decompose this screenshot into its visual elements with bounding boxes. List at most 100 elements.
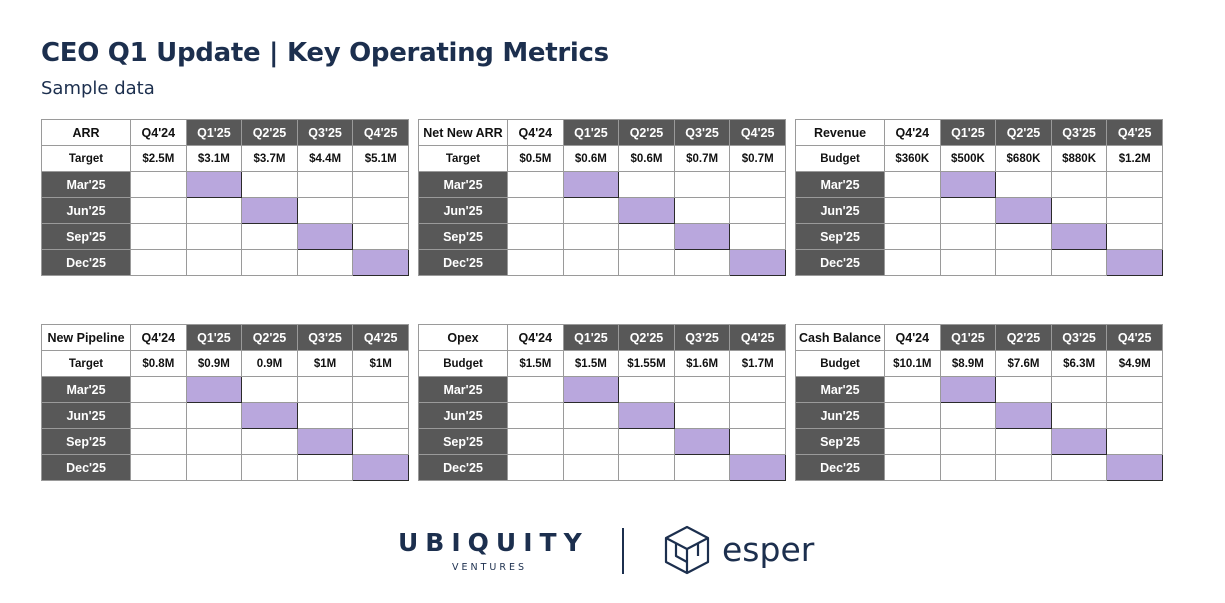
header-row: ARR Q4'24 Q1'25 Q2'25 Q3'25 Q4'25 (41, 119, 409, 146)
empty-cell (884, 223, 941, 250)
empty-cell (884, 376, 941, 403)
empty-cell (185, 402, 243, 429)
empty-cell (995, 249, 1052, 276)
empty-cell (995, 428, 1052, 455)
empty-cell (130, 223, 187, 250)
row-label: Sep'25 (418, 223, 508, 250)
empty-cell (185, 428, 243, 455)
target-value: $0.5M (507, 145, 564, 172)
quarter-header: Q4'25 (352, 119, 409, 146)
ubiquity-logo: UBIQUITY (398, 528, 589, 557)
row-label: Mar'25 (795, 171, 885, 198)
empty-cell (241, 376, 298, 403)
quarter-header: Q4'25 (1106, 119, 1163, 146)
target-value: $4.9M (1106, 350, 1163, 377)
table-row: Jun'25 (418, 402, 786, 429)
empty-cell (618, 376, 675, 403)
table-row: Dec'25 (795, 249, 1163, 276)
page-subtitle: Sample data (41, 78, 155, 99)
empty-cell (241, 171, 298, 198)
empty-cell (562, 197, 620, 224)
row-label: Dec'25 (41, 249, 131, 276)
table-row: Sep'25 (41, 223, 409, 250)
quarter-header: Q3'25 (296, 324, 354, 351)
row-label: Dec'25 (418, 249, 508, 276)
empty-cell (729, 197, 786, 224)
header-row: Revenue Q4'24 Q1'25 Q2'25 Q3'25 Q4'25 (795, 119, 1163, 146)
empty-cell (939, 249, 997, 276)
quarter-header: Q4'25 (729, 324, 786, 351)
highlighted-cell (185, 171, 243, 198)
row-label: Jun'25 (795, 197, 885, 224)
table-row: Mar'25 (795, 171, 1163, 198)
target-value: $1.55M (618, 350, 675, 377)
row-label: Jun'25 (41, 197, 131, 224)
table-row: Dec'25 (418, 249, 786, 276)
empty-cell (185, 223, 243, 250)
empty-cell (884, 197, 941, 224)
row-label: Mar'25 (41, 171, 131, 198)
metric-name: Cash Balance (795, 324, 885, 351)
empty-cell (673, 402, 731, 429)
quarter-header: Q3'25 (673, 324, 731, 351)
highlighted-cell (673, 428, 731, 455)
empty-cell (562, 402, 620, 429)
empty-cell (562, 223, 620, 250)
esper-cube-icon (664, 525, 710, 575)
footer-logos: UBIQUITY VENTURES esper (0, 520, 1225, 580)
quarter-header: Q1'25 (185, 324, 243, 351)
table-row: Mar'25 (795, 376, 1163, 403)
empty-cell (130, 249, 187, 276)
target-value: $500K (939, 145, 997, 172)
empty-cell (507, 197, 564, 224)
target-label: Budget (795, 145, 885, 172)
empty-cell (673, 454, 731, 481)
metric-table: Net New ARR Q4'24 Q1'25 Q2'25 Q3'25 Q4'25 Targ… (418, 119, 786, 276)
target-value: $1.7M (729, 350, 786, 377)
target-value: 0.9M (241, 350, 298, 377)
target-value: $1.6M (673, 350, 731, 377)
empty-cell (884, 402, 941, 429)
target-label: Budget (795, 350, 885, 377)
empty-cell (130, 454, 187, 481)
row-label: Dec'25 (418, 454, 508, 481)
table-row: Sep'25 (418, 223, 786, 250)
empty-cell (995, 171, 1052, 198)
empty-cell (884, 428, 941, 455)
empty-cell (507, 402, 564, 429)
table-row: Sep'25 (795, 428, 1163, 455)
empty-cell (1106, 171, 1163, 198)
empty-cell (507, 376, 564, 403)
quarter-header: Q1'25 (939, 324, 997, 351)
target-row: Budget $360K $500K $680K $880K $1.2M (795, 145, 1163, 172)
header-row: Opex Q4'24 Q1'25 Q2'25 Q3'25 Q4'25 (418, 324, 786, 351)
target-value: $1.5M (507, 350, 564, 377)
empty-cell (130, 376, 187, 403)
quarter-header: Q3'25 (296, 119, 354, 146)
empty-cell (296, 171, 354, 198)
empty-cell (1106, 376, 1163, 403)
row-label: Mar'25 (795, 376, 885, 403)
highlighted-cell (939, 171, 997, 198)
empty-cell (884, 249, 941, 276)
target-value: $0.9M (185, 350, 243, 377)
highlighted-cell (995, 402, 1052, 429)
empty-cell (1106, 402, 1163, 429)
target-value: $3.1M (185, 145, 243, 172)
empty-cell (729, 223, 786, 250)
quarter-header: Q1'25 (939, 119, 997, 146)
target-value: $0.6M (618, 145, 675, 172)
target-value: $4.4M (296, 145, 354, 172)
esper-logo: esper (722, 530, 815, 569)
highlighted-cell (562, 171, 620, 198)
empty-cell (939, 402, 997, 429)
highlighted-cell (562, 376, 620, 403)
table-row: Mar'25 (41, 171, 409, 198)
metric-name: Revenue (795, 119, 885, 146)
empty-cell (352, 402, 409, 429)
empty-cell (939, 223, 997, 250)
empty-cell (995, 376, 1052, 403)
empty-cell (296, 454, 354, 481)
metric-table: Revenue Q4'24 Q1'25 Q2'25 Q3'25 Q4'25 Budget $3… (795, 119, 1163, 276)
target-value: $0.8M (130, 350, 187, 377)
